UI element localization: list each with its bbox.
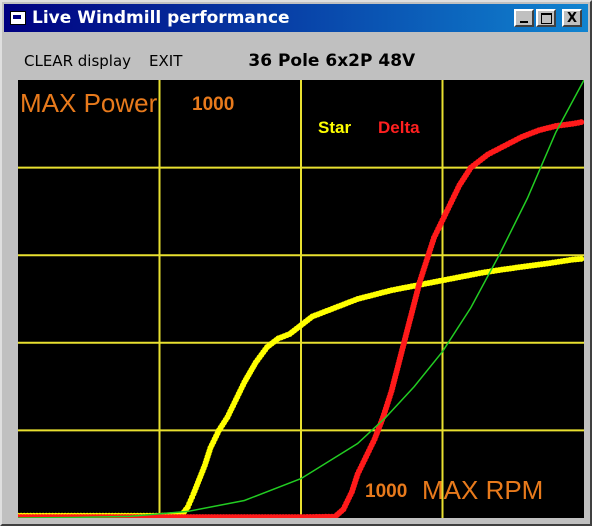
config-label: 36 Pole 6x2P 48V [248, 51, 416, 71]
data-point-star [578, 255, 584, 262]
max-power-value: 1000 [192, 94, 235, 115]
max-power-label: MAX Power [20, 88, 158, 118]
max-rpm-value: 1000 [365, 481, 408, 502]
menu-exit[interactable]: EXIT [149, 52, 183, 70]
maximize-button[interactable] [536, 9, 556, 27]
max-rpm-label: MAX RPM [422, 475, 544, 505]
title-bar[interactable]: Live Windmill performance X [4, 4, 588, 32]
maximize-icon [540, 12, 552, 24]
legend-star: Star [318, 118, 352, 137]
chart-canvas [18, 80, 584, 518]
app-icon[interactable] [10, 11, 26, 25]
series-star [18, 255, 584, 518]
legend-delta: Delta [378, 118, 420, 137]
performance-plot: MAX Power 1000 Star Delta 1000 MAX RPM [18, 80, 584, 518]
menu-clear-display[interactable]: CLEAR display [24, 52, 132, 70]
fit-curve-line [18, 80, 584, 518]
minimize-icon [520, 21, 528, 23]
data-point-delta [578, 119, 584, 126]
close-icon: X [566, 10, 578, 26]
menu-bar: CLEAR display EXIT 36 Pole 6x2P 48V [4, 48, 588, 74]
window-title: Live Windmill performance [32, 8, 290, 28]
series-delta [18, 119, 584, 518]
close-button[interactable]: X [562, 9, 582, 27]
minimize-button[interactable] [514, 9, 534, 27]
